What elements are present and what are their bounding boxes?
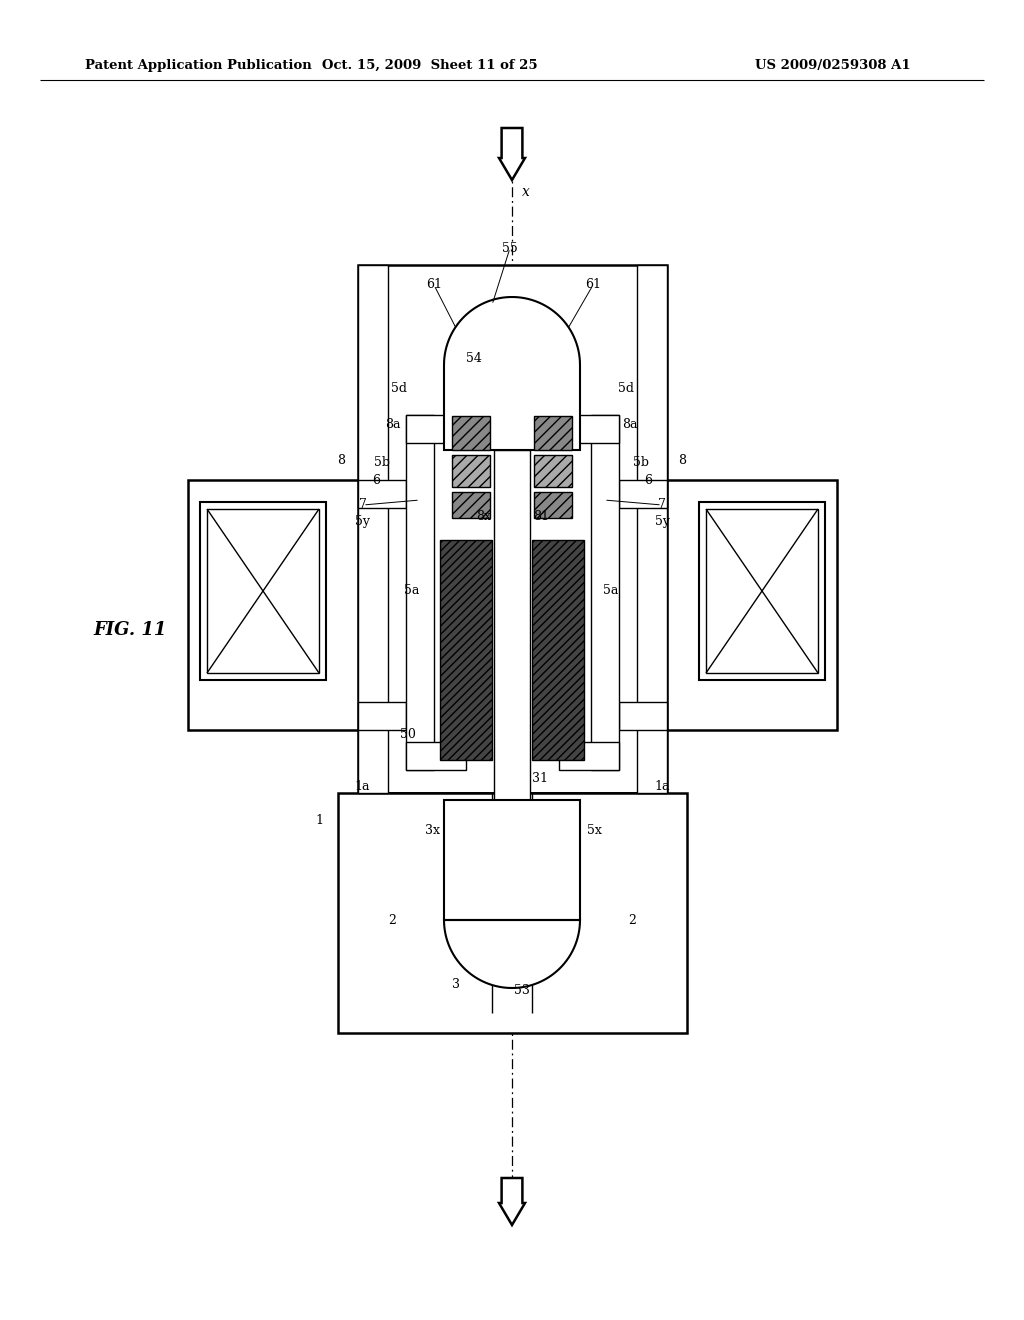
Text: 8x: 8x [476, 510, 492, 523]
Bar [667, 480, 837, 730]
Bar [706, 510, 818, 673]
Text: 5y: 5y [355, 516, 371, 528]
Text: 8a: 8a [385, 417, 400, 430]
Text: 8: 8 [337, 454, 345, 466]
Text: 5a: 5a [603, 583, 618, 597]
Text: 2: 2 [388, 913, 396, 927]
Text: 54: 54 [466, 351, 482, 364]
Bar [406, 414, 466, 444]
Text: 5a: 5a [404, 583, 420, 597]
Polygon shape [499, 128, 525, 180]
Bar [388, 793, 637, 1012]
Text: 1: 1 [315, 813, 323, 826]
Bar [452, 455, 490, 487]
Text: 50: 50 [400, 729, 416, 742]
Text: 7: 7 [658, 499, 666, 511]
Bar [207, 510, 319, 673]
Text: 61: 61 [585, 279, 601, 292]
Text: 8: 8 [678, 454, 686, 466]
Text: 55: 55 [502, 242, 518, 255]
Text: 5d: 5d [618, 381, 634, 395]
Text: 5y: 5y [654, 516, 670, 528]
Bar [534, 455, 572, 487]
Bar [534, 416, 572, 450]
Bar [188, 480, 358, 730]
Text: 6: 6 [644, 474, 652, 487]
Text: 3x: 3x [425, 824, 439, 837]
Bar [338, 793, 687, 1034]
Text: 2: 2 [628, 913, 636, 927]
Bar [358, 702, 406, 730]
Text: 3: 3 [452, 978, 460, 991]
Bar [618, 702, 667, 730]
Text: Patent Application Publication: Patent Application Publication [85, 58, 311, 71]
Text: 61: 61 [426, 279, 442, 292]
Polygon shape [499, 1177, 525, 1225]
Text: 5b: 5b [374, 457, 390, 470]
Bar [200, 502, 326, 680]
Bar [699, 502, 825, 680]
Text: 5b: 5b [633, 457, 649, 470]
Text: FIG. 11: FIG. 11 [93, 620, 167, 639]
Bar [494, 450, 530, 820]
Text: x: x [522, 185, 530, 199]
Text: 1a: 1a [654, 780, 670, 792]
Text: 53: 53 [514, 983, 530, 997]
Text: 31: 31 [532, 771, 548, 784]
Bar [559, 742, 618, 770]
Polygon shape [444, 800, 580, 987]
Text: 5d: 5d [391, 381, 407, 395]
Bar [452, 492, 490, 517]
Bar [406, 742, 466, 770]
Bar [637, 265, 667, 793]
Bar [591, 414, 618, 770]
Text: 7: 7 [359, 499, 367, 511]
Bar [358, 480, 406, 508]
Text: 5x: 5x [587, 824, 601, 837]
Bar [559, 414, 618, 444]
Text: 1a: 1a [354, 780, 370, 792]
Bar [452, 416, 490, 450]
Bar [358, 265, 388, 793]
Bar [406, 414, 434, 770]
Bar [618, 480, 667, 508]
Bar [440, 540, 492, 760]
Text: US 2009/0259308 A1: US 2009/0259308 A1 [755, 58, 910, 71]
Text: Oct. 15, 2009  Sheet 11 of 25: Oct. 15, 2009 Sheet 11 of 25 [323, 58, 538, 71]
Text: 8a: 8a [623, 417, 638, 430]
Text: 6: 6 [372, 474, 380, 487]
Text: 81: 81 [534, 510, 549, 523]
Bar [532, 540, 584, 760]
Polygon shape [444, 297, 580, 450]
Bar [358, 265, 667, 793]
Bar [534, 492, 572, 517]
